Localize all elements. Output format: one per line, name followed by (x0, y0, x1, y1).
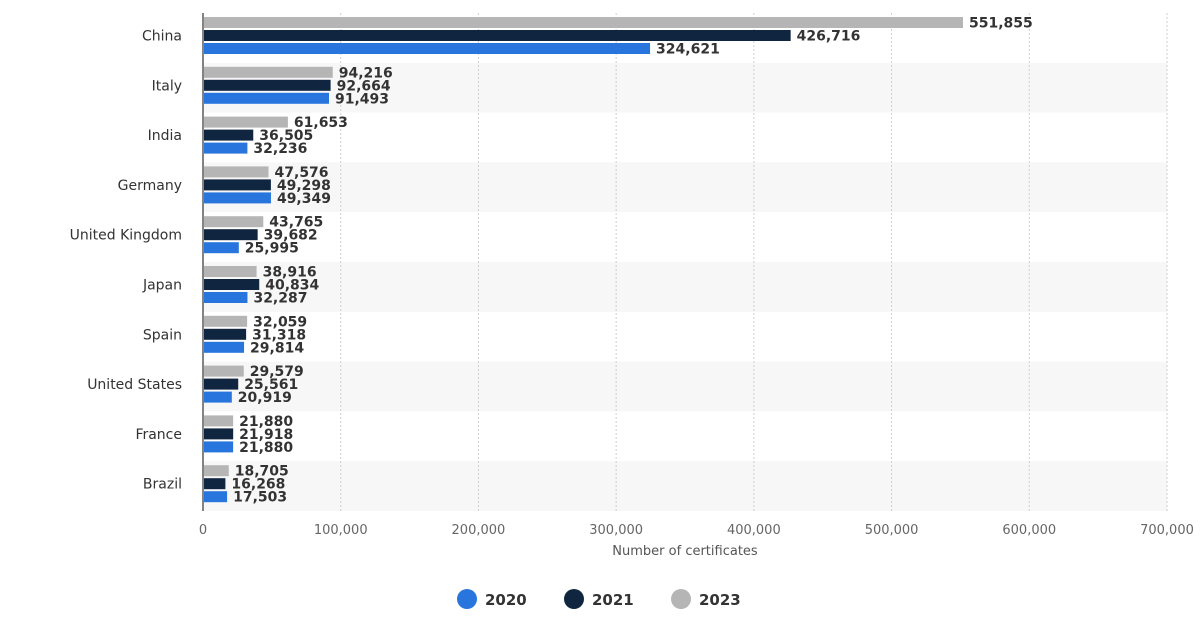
data-label: 551,855 (969, 16, 1033, 32)
data-label: 49,349 (277, 191, 331, 207)
bar-2020 (204, 441, 234, 453)
x-axis-title: Number of certificates (612, 544, 758, 559)
category-label: India (148, 128, 182, 144)
bar-2020 (204, 391, 232, 403)
bar-2023 (204, 365, 244, 377)
bar-2023 (204, 465, 229, 477)
bar-2020 (204, 292, 248, 303)
legend-label: 2020 (485, 591, 527, 609)
bar-2021 (204, 328, 247, 340)
bar-2020 (204, 491, 228, 503)
data-label: 91,493 (335, 91, 389, 107)
data-label: 21,918 (239, 427, 293, 443)
bar-2023 (204, 216, 264, 228)
data-label: 43,765 (269, 215, 323, 231)
data-label: 39,682 (264, 228, 318, 244)
legend-swatch (457, 589, 477, 609)
data-label: 25,995 (245, 241, 299, 257)
category-label: United Kingdom (70, 228, 182, 244)
x-tick-label: 300,000 (589, 523, 643, 538)
row-band (203, 361, 1167, 412)
bar-2023 (204, 66, 333, 78)
data-label: 324,621 (656, 42, 720, 58)
data-label: 21,880 (239, 414, 293, 430)
row-band (203, 262, 1167, 312)
x-tick-label: 0 (199, 523, 207, 538)
data-label: 17,503 (233, 490, 287, 506)
x-tick-label: 600,000 (1002, 523, 1056, 538)
category-label: Spain (143, 327, 182, 343)
bar-2021 (204, 179, 271, 191)
category-label: France (135, 427, 182, 443)
data-label: 21,880 (239, 440, 293, 456)
data-label: 25,561 (244, 377, 298, 393)
data-label: 29,814 (250, 340, 304, 356)
bar-2021 (204, 428, 234, 440)
bar-2023 (204, 315, 248, 327)
x-tick-label: 700,000 (1140, 523, 1194, 538)
bar-2021 (204, 79, 331, 91)
bar-2021 (204, 30, 791, 41)
bar-2021 (204, 378, 239, 390)
bar-2023 (204, 415, 234, 427)
gridlines (340, 13, 1168, 511)
category-label: China (142, 29, 182, 45)
category-labels: China Italy India Germany United Kingdom Japa… (70, 29, 182, 493)
data-label: 426,716 (797, 29, 861, 45)
row-band (203, 62, 1167, 113)
data-label: 47,576 (275, 165, 329, 181)
data-label: 40,834 (265, 278, 319, 294)
data-label: 32,059 (253, 314, 307, 330)
data-label: 32,287 (253, 291, 307, 307)
x-tick-label: 200,000 (452, 523, 506, 538)
data-label: 18,705 (235, 464, 289, 480)
x-tick-label: 100,000 (314, 523, 368, 538)
bar-2020 (204, 43, 651, 54)
data-label: 61,653 (294, 115, 348, 131)
category-label: Germany (118, 178, 182, 194)
category-label: Japan (142, 278, 182, 294)
data-label: 20,919 (238, 390, 292, 406)
row-band (203, 162, 1167, 213)
bar-2020 (204, 92, 329, 104)
data-label: 16,268 (231, 477, 285, 493)
bar-2020 (204, 192, 271, 204)
x-tick-label: 500,000 (865, 523, 919, 538)
bar-2020 (204, 242, 239, 254)
bar-2023 (204, 17, 963, 28)
data-label: 38,916 (263, 265, 317, 281)
bars (204, 17, 963, 503)
data-label: 31,318 (252, 327, 306, 343)
data-label: 49,298 (277, 178, 331, 194)
legend-swatch (564, 589, 584, 609)
legend: 2020 2021 2023 (457, 589, 741, 609)
bar-2020 (204, 341, 245, 353)
legend-label: 2021 (592, 591, 634, 609)
data-label: 94,216 (339, 65, 393, 81)
category-label: Italy (152, 78, 182, 94)
bar-2020 (204, 142, 248, 154)
legend-label: 2023 (699, 591, 741, 609)
data-label: 32,236 (253, 141, 307, 157)
bar-2021 (204, 229, 258, 241)
bar-2021 (204, 129, 254, 141)
bar-2021 (204, 279, 260, 290)
data-label: 92,664 (337, 78, 391, 94)
category-label: United States (87, 377, 182, 393)
data-label: 36,505 (259, 128, 313, 144)
x-tick-label: 400,000 (727, 523, 781, 538)
bar-2021 (204, 478, 226, 490)
row-band (203, 461, 1167, 511)
row-bands (203, 62, 1167, 511)
bar-2023 (204, 266, 257, 277)
legend-swatch (671, 589, 691, 609)
category-label: Brazil (143, 477, 182, 493)
x-tick-labels: 0 100,000 200,000 300,000 400,000 500,000 600,… (199, 523, 1194, 538)
bar-2023 (204, 116, 288, 128)
bar-2023 (204, 166, 269, 178)
data-label: 29,579 (250, 364, 304, 380)
